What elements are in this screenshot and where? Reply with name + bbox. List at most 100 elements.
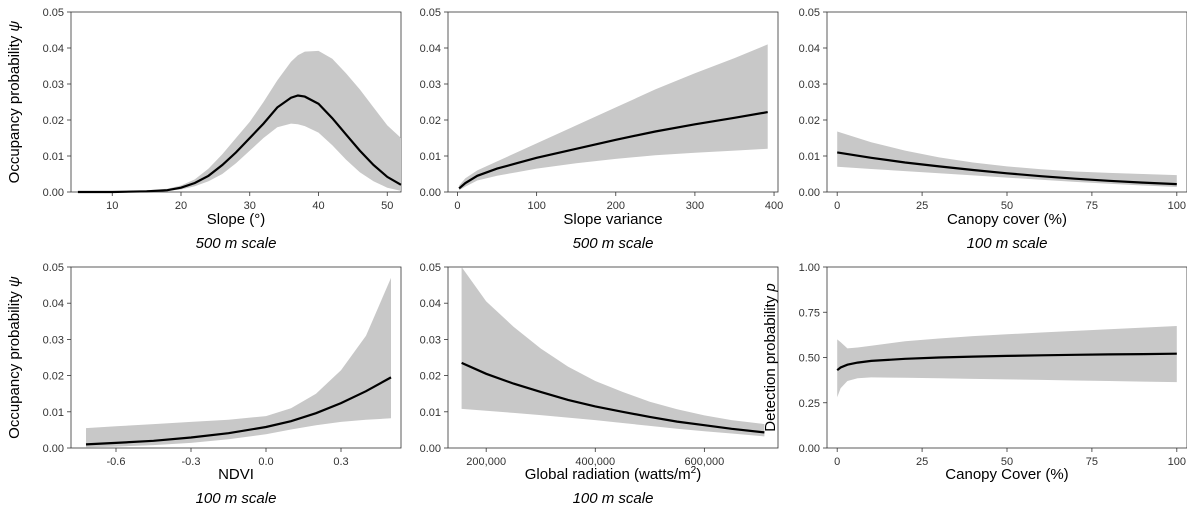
x-tick-label: 100 <box>527 200 545 212</box>
y-tick-label: 0.00 <box>43 443 64 455</box>
panel-5: 0.00 0.01 0.02 0.03 0.04 0.05 200,000 400,000 60… <box>420 262 779 507</box>
panel-2: 0.00 0.01 0.02 0.03 0.04 0.05 0 100 200 300 400 Slo… <box>420 7 784 252</box>
x-tick-label: 0 <box>454 200 460 212</box>
y-tick-label: 0.01 <box>43 407 64 419</box>
y-tick-label: 0.05 <box>420 7 441 19</box>
fitted-curve <box>77 94 402 194</box>
confidence-band <box>461 267 765 437</box>
y-tick-label: 0.01 <box>799 151 820 163</box>
y-tick-label: 0.75 <box>799 307 820 319</box>
scale-note: 500 m scale <box>573 235 654 252</box>
x-tick-label: 200,000 <box>466 456 506 468</box>
y-tick-label: 0.02 <box>420 371 441 383</box>
y-tick-label: 0.05 <box>43 262 64 274</box>
x-tick-label: 0 <box>834 200 840 212</box>
y-tick-label: 0.00 <box>420 187 441 199</box>
x-tick-label: 50 <box>1001 200 1013 212</box>
x-tick-label: 100 <box>1168 456 1186 468</box>
plot-frame <box>70 266 402 449</box>
scale-note: 100 m scale <box>967 235 1048 252</box>
y-tick-label: 0.05 <box>43 7 64 19</box>
y-tick-label: 0.25 <box>799 398 820 410</box>
confidence-band <box>86 277 391 448</box>
y-axis-label: Occupancy probability ψ <box>6 276 23 439</box>
confidence-band <box>77 50 402 193</box>
y-tick-label: 0.00 <box>799 187 820 199</box>
y-tick-label: 0.01 <box>420 151 441 163</box>
y-tick-label: 0.05 <box>420 262 441 274</box>
scale-note: 500 m scale <box>196 235 277 252</box>
y-tick-label: 0.02 <box>420 115 441 127</box>
x-axis-label: Canopy cover (%) <box>947 211 1067 228</box>
x-tick-label: 300 <box>686 200 704 212</box>
x-axis-label: NDVI <box>218 466 254 483</box>
x-tick-label: 50 <box>381 200 393 212</box>
y-tick-label: 0.04 <box>420 298 441 310</box>
fitted-curve <box>85 376 392 446</box>
y-axis-label: Occupancy probability ψ <box>6 21 23 184</box>
y-tick-label: 0.04 <box>799 43 820 55</box>
x-tick-label: 30 <box>244 200 256 212</box>
panel-1: 0.00 0.01 0.02 0.03 0.04 0.05 10 20 30 40 50 Slope … <box>6 7 402 252</box>
x-axis-label: Slope variance <box>563 211 662 228</box>
x-tick-label: 200 <box>607 200 625 212</box>
fitted-curve <box>836 352 1177 372</box>
x-tick-label: 75 <box>1086 200 1098 212</box>
y-tick-label: 0.02 <box>799 115 820 127</box>
x-tick-label: -0.3 <box>182 456 201 468</box>
y-tick-label: 1.00 <box>799 262 820 274</box>
x-tick-label: 50 <box>1001 456 1013 468</box>
plot-frame <box>70 11 402 193</box>
fitted-curve <box>458 111 768 190</box>
x-tick-label: 20 <box>175 200 187 212</box>
confidence-band <box>459 44 768 191</box>
y-axis-label: Detection probability p <box>762 283 779 431</box>
x-tick-label: 600,000 <box>684 456 724 468</box>
x-tick-label: 75 <box>1086 456 1098 468</box>
y-tick-label: 0.02 <box>43 115 64 127</box>
plot-frame <box>447 11 779 193</box>
y-tick-label: 0.02 <box>43 371 64 383</box>
x-axis-label: Global radiation (watts/m2) <box>525 465 701 483</box>
x-tick-label: 0 <box>834 456 840 468</box>
plot-frame <box>447 266 779 449</box>
y-tick-label: 0.04 <box>43 298 64 310</box>
y-tick-label: 0.00 <box>43 187 64 199</box>
scale-note: 100 m scale <box>573 490 654 507</box>
y-tick-label: 0.03 <box>799 79 820 91</box>
fitted-curve <box>837 151 1177 186</box>
x-tick-label: 10 <box>106 200 118 212</box>
x-tick-label: 400,000 <box>575 456 615 468</box>
x-tick-label: 25 <box>916 456 928 468</box>
y-tick-label: 0.00 <box>799 443 820 455</box>
confidence-band <box>837 326 1177 398</box>
y-tick-label: 0.50 <box>799 353 820 365</box>
y-tick-label: 0.05 <box>799 7 820 19</box>
x-axis-label: Canopy Cover (%) <box>945 466 1068 483</box>
panel-6: 0.00 0.25 0.50 0.75 1.00 0 25 50 75 100 Canopy Cov… <box>762 262 1187 483</box>
x-tick-label: 100 <box>1168 200 1186 212</box>
fitted-curve <box>461 361 765 434</box>
y-tick-label: 0.00 <box>420 443 441 455</box>
x-tick-label: 40 <box>312 200 324 212</box>
x-axis-label: Slope (°) <box>207 211 266 228</box>
confidence-band <box>837 131 1177 187</box>
panel-4: 0.00 0.01 0.02 0.03 0.04 0.05 -0.6 -0.3 0.0 0.3 ND… <box>6 262 402 507</box>
y-tick-label: 0.04 <box>43 43 64 55</box>
panel-3: 0.00 0.01 0.02 0.03 0.04 0.05 0 25 50 75 100 Canopy… <box>799 7 1187 252</box>
x-tick-label: 25 <box>916 200 928 212</box>
x-tick-label: 0.3 <box>333 456 348 468</box>
y-tick-label: 0.03 <box>43 334 64 346</box>
scale-note: 100 m scale <box>196 490 277 507</box>
y-tick-label: 0.03 <box>420 334 441 346</box>
y-tick-label: 0.03 <box>420 79 441 91</box>
y-tick-label: 0.04 <box>420 43 441 55</box>
x-tick-label: 0.0 <box>258 456 273 468</box>
y-tick-label: 0.03 <box>43 79 64 91</box>
x-tick-label: 400 <box>765 200 783 212</box>
y-tick-label: 0.01 <box>420 407 441 419</box>
y-tick-label: 0.01 <box>43 151 64 163</box>
x-tick-label: -0.6 <box>107 456 126 468</box>
